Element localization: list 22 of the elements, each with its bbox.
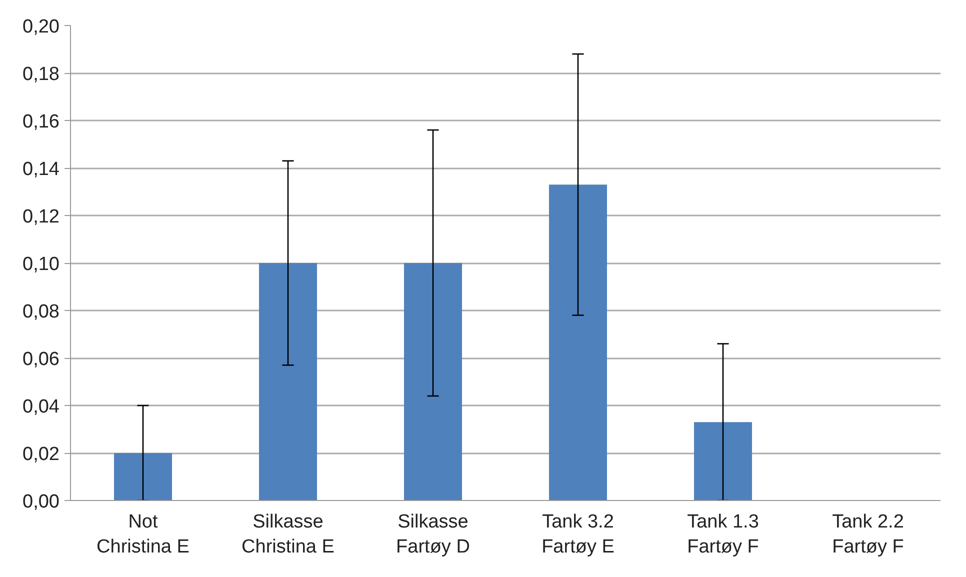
bar <box>404 263 462 500</box>
y-tick-label: 0,20 <box>22 16 60 38</box>
y-tick-label: 0,08 <box>22 302 60 322</box>
y-tick-label: 0,02 <box>22 444 60 465</box>
x-tick-label: Tank 1.3 Fartøy F <box>687 512 759 558</box>
y-tick-label: 0,16 <box>22 112 60 132</box>
bar <box>694 422 752 500</box>
y-tick-label: 0,00 <box>22 492 60 512</box>
bar <box>259 263 317 500</box>
y-tick-label: 0,04 <box>22 396 60 418</box>
x-tick-label: Tank 2.2 Fartøy F <box>832 512 904 558</box>
y-tick-label: 0,10 <box>22 254 60 275</box>
x-tick-label: Not Christina E <box>96 512 190 558</box>
x-tick-label: Tank 3.2 Fartøy E <box>542 512 614 558</box>
y-tick-label: 0,14 <box>22 159 60 180</box>
x-tick-label: Silkasse Fartøy D <box>396 512 470 558</box>
y-tick-label: 0,12 <box>22 206 60 228</box>
bar <box>549 184 607 500</box>
bar <box>114 453 172 500</box>
y-tick-label: 0,06 <box>22 349 60 370</box>
y-tick-label: 0,18 <box>22 64 60 85</box>
x-tick-label: Silkasse Christina E <box>242 512 334 558</box>
